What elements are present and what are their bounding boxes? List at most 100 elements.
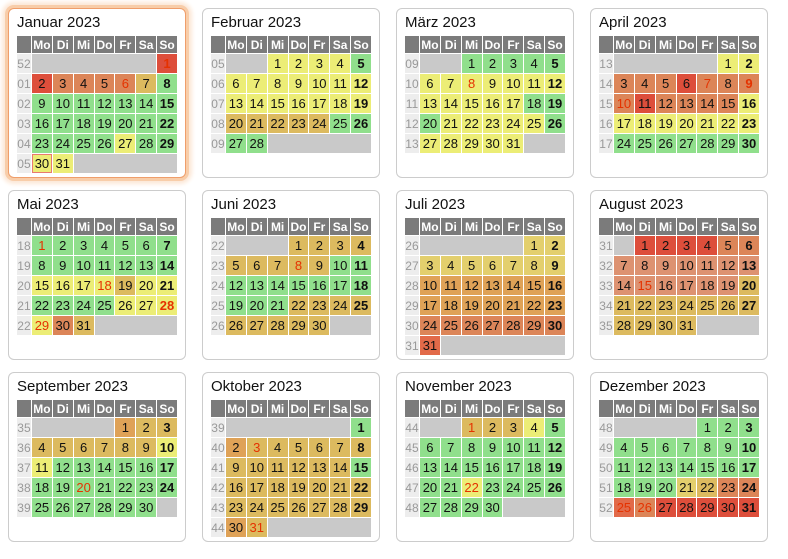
day-cell[interactable]: 12 <box>545 438 565 457</box>
day-cell[interactable]: 7 <box>136 74 157 93</box>
day-cell[interactable]: 29 <box>718 134 739 153</box>
day-cell[interactable]: 21 <box>330 478 351 497</box>
day-cell[interactable]: 31 <box>676 316 697 335</box>
day-cell[interactable]: 7 <box>330 438 351 457</box>
day-cell[interactable]: 30 <box>136 498 157 517</box>
day-cell[interactable]: 10 <box>419 276 440 295</box>
day-cell[interactable]: 17 <box>503 458 524 477</box>
day-cell[interactable]: 20 <box>115 114 136 133</box>
day-cell[interactable]: 8 <box>288 256 309 275</box>
day-cell[interactable]: 23 <box>288 114 309 133</box>
day-cell[interactable]: 13 <box>246 276 267 295</box>
day-cell[interactable]: 7 <box>613 256 634 275</box>
day-cell[interactable]: 14 <box>267 276 288 295</box>
day-cell[interactable]: 14 <box>440 94 461 113</box>
day-cell[interactable]: 7 <box>697 74 718 93</box>
day-cell[interactable]: 19 <box>545 458 565 477</box>
day-cell[interactable]: 20 <box>676 114 697 133</box>
day-cell[interactable]: 2 <box>225 438 246 457</box>
day-cell[interactable]: 12 <box>718 256 739 275</box>
day-cell[interactable]: 7 <box>157 236 177 255</box>
day-cell[interactable]: 5 <box>225 256 246 275</box>
day-cell[interactable]: 8 <box>461 438 482 457</box>
day-cell[interactable]: 25 <box>351 296 371 315</box>
day-cell[interactable]: 20 <box>309 478 330 497</box>
day-cell[interactable]: 6 <box>676 74 697 93</box>
day-cell[interactable]: 24 <box>246 498 267 517</box>
day-cell[interactable]: 19 <box>52 478 73 497</box>
day-cell[interactable]: 2 <box>482 54 503 73</box>
day-cell[interactable]: 21 <box>676 478 697 497</box>
day-cell[interactable]: 23 <box>309 296 330 315</box>
day-cell[interactable]: 4 <box>613 438 634 457</box>
day-cell[interactable]: 12 <box>461 276 482 295</box>
day-cell[interactable]: 7 <box>676 438 697 457</box>
day-cell[interactable]: 3 <box>419 256 440 275</box>
day-cell[interactable]: 20 <box>655 478 676 497</box>
day-cell[interactable]: 3 <box>503 54 524 73</box>
day-cell[interactable]: 20 <box>482 296 503 315</box>
day-cell[interactable]: 11 <box>267 458 288 477</box>
day-cell[interactable]: 13 <box>739 256 759 275</box>
day-cell[interactable]: 10 <box>676 256 697 275</box>
day-cell[interactable]: 10 <box>739 438 759 457</box>
day-cell[interactable]: 1 <box>634 236 655 255</box>
day-cell[interactable]: 29 <box>461 498 482 517</box>
day-cell[interactable]: 8 <box>524 256 545 275</box>
day-cell[interactable]: 25 <box>524 114 545 133</box>
day-cell[interactable]: 6 <box>115 74 136 93</box>
day-cell[interactable]: 14 <box>440 458 461 477</box>
day-cell[interactable]: 29 <box>157 134 177 153</box>
day-cell[interactable]: 24 <box>676 296 697 315</box>
day-cell[interactable]: 4 <box>94 236 115 255</box>
day-cell[interactable]: 23 <box>31 134 52 153</box>
day-cell[interactable]: 15 <box>288 276 309 295</box>
day-cell[interactable]: 1 <box>157 54 177 73</box>
day-cell[interactable]: 26 <box>52 498 73 517</box>
day-cell[interactable]: 3 <box>309 54 330 73</box>
day-cell[interactable]: 22 <box>288 296 309 315</box>
day-cell[interactable]: 21 <box>157 276 177 295</box>
day-cell[interactable]: 8 <box>461 74 482 93</box>
day-cell[interactable]: 27 <box>136 296 157 315</box>
day-cell[interactable]: 27 <box>246 316 267 335</box>
day-cell[interactable]: 4 <box>351 236 371 255</box>
day-cell[interactable]: 14 <box>246 94 267 113</box>
day-cell[interactable]: 14 <box>503 276 524 295</box>
day-cell[interactable]: 22 <box>461 478 482 497</box>
day-cell[interactable]: 30 <box>718 498 739 517</box>
day-cell[interactable]: 25 <box>73 134 94 153</box>
day-cell[interactable]: 16 <box>136 458 157 477</box>
day-cell[interactable]: 19 <box>351 94 371 113</box>
day-cell[interactable]: 8 <box>697 438 718 457</box>
day-cell[interactable]: 25 <box>613 498 634 517</box>
day-cell[interactable]: 30 <box>655 316 676 335</box>
day-cell[interactable]: 22 <box>697 478 718 497</box>
day-cell[interactable]: 5 <box>115 236 136 255</box>
day-cell[interactable]: 2 <box>288 54 309 73</box>
day-cell[interactable]: 10 <box>613 94 634 113</box>
day-cell[interactable]: 4 <box>73 74 94 93</box>
day-cell[interactable]: 1 <box>31 236 52 255</box>
day-cell[interactable]: 2 <box>31 74 52 93</box>
day-cell[interactable]: 30 <box>545 316 565 335</box>
day-cell[interactable]: 22 <box>524 296 545 315</box>
day-cell[interactable]: 26 <box>288 498 309 517</box>
day-cell[interactable]: 12 <box>225 276 246 295</box>
day-cell[interactable]: 24 <box>613 134 634 153</box>
day-cell[interactable]: 26 <box>115 296 136 315</box>
day-cell[interactable]: 31 <box>246 518 267 537</box>
day-cell[interactable]: 11 <box>524 74 545 93</box>
day-cell[interactable]: 8 <box>267 74 288 93</box>
day-cell[interactable]: 17 <box>52 114 73 133</box>
day-cell[interactable]: 27 <box>655 498 676 517</box>
day-cell[interactable]: 15 <box>697 458 718 477</box>
day-cell[interactable]: 22 <box>115 478 136 497</box>
day-cell[interactable]: 8 <box>157 74 177 93</box>
day-cell[interactable]: 18 <box>634 114 655 133</box>
day-cell[interactable]: 18 <box>31 478 52 497</box>
day-cell[interactable]: 12 <box>288 458 309 477</box>
day-cell[interactable]: 7 <box>94 438 115 457</box>
day-cell[interactable]: 9 <box>718 438 739 457</box>
day-cell[interactable]: 21 <box>94 478 115 497</box>
